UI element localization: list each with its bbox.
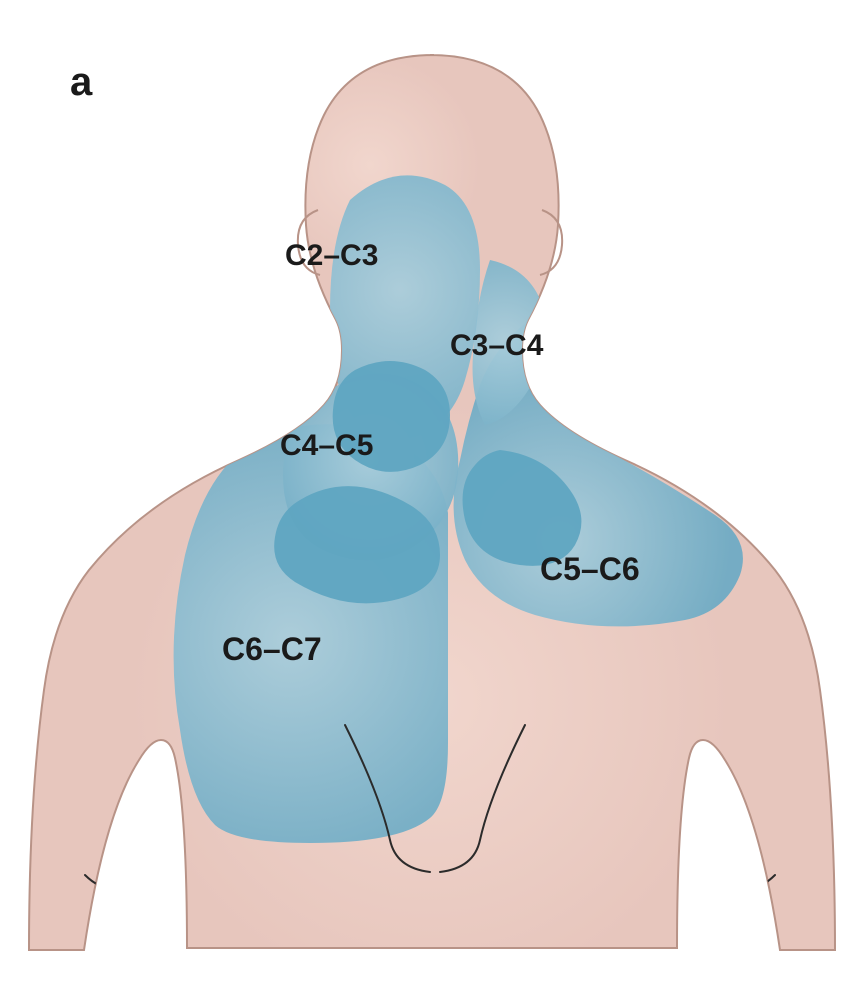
label-c5_c6: C5–C6 — [540, 551, 640, 587]
panel-label: a — [70, 60, 93, 104]
label-c3_c4: C3–C4 — [450, 329, 544, 362]
label-c6_c7: C6–C7 — [222, 631, 322, 667]
label-c2_c3: C2–C3 — [285, 239, 378, 272]
label-c4_c5: C4–C5 — [280, 429, 373, 462]
